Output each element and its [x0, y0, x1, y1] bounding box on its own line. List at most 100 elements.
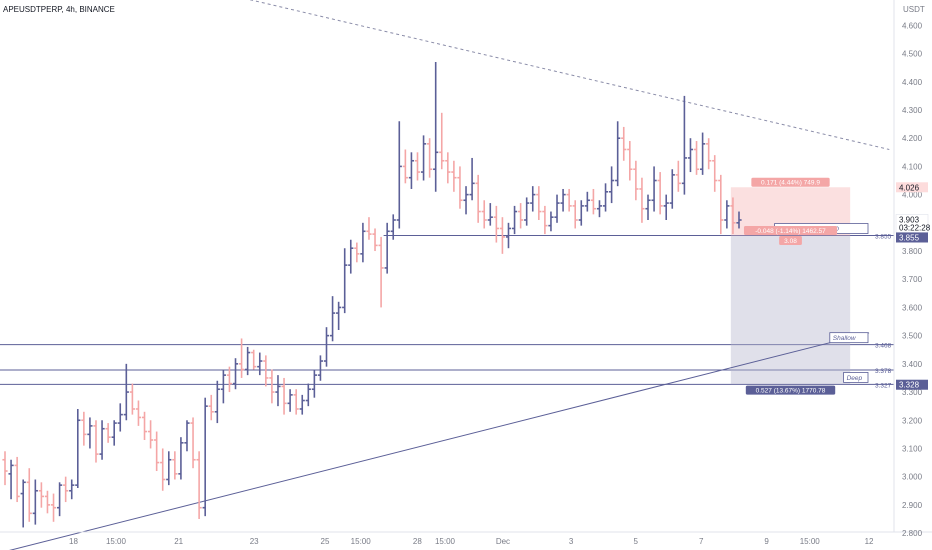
ohlc-bar: [293, 389, 299, 415]
price-tag-value: 4.026: [899, 183, 920, 192]
position-ratio-label-text: 3.08: [784, 238, 797, 245]
ohlc-bar: [536, 186, 542, 220]
ohlc-bar: [602, 183, 609, 212]
ohlc-bar: [14, 456, 20, 503]
ascending-trendline[interactable]: [0, 332, 870, 550]
time-tick-label: 15:00: [106, 537, 127, 546]
ohlc-bar: [627, 141, 633, 181]
shallow-level-label-text: Shallow: [833, 335, 857, 342]
ohlc-bar: [481, 200, 487, 229]
ohlc-bar: [154, 431, 160, 472]
deep-level-lower-label-text: Deep: [847, 375, 863, 382]
ohlc-bar: [572, 200, 578, 229]
price-tick-label: 3.100: [902, 444, 923, 453]
time-tick-label: 28: [413, 537, 422, 546]
deep-level-lower-label[interactable]: Deep: [843, 372, 869, 383]
ohlc-bar: [99, 420, 105, 460]
time-tick-label: 7: [699, 537, 704, 546]
ohlc-bar: [141, 411, 148, 440]
ohlc-bar: [651, 166, 657, 212]
ohlc-bar: [584, 191, 590, 212]
ohlc-bar: [135, 400, 142, 426]
ohlc-bar: [238, 338, 245, 378]
ohlc-bar: [657, 172, 663, 215]
price-tick-label: 3.300: [902, 388, 923, 397]
time-tick-label: 5: [634, 537, 639, 546]
time-tick-label: 25: [321, 537, 330, 546]
descending-trendline[interactable]: [215, 0, 890, 150]
ohlc-bar: [499, 217, 506, 254]
price-axis[interactable]: 4.6004.5004.4004.3004.2004.1004.0003.900…: [902, 21, 923, 538]
price-tick-label: 4.500: [902, 50, 923, 59]
ohlc-bar: [511, 205, 518, 235]
ohlc-bar: [390, 214, 396, 240]
ohlc-bar: [718, 174, 724, 235]
ohlc-bar: [518, 203, 524, 229]
short-position-tool[interactable]: [730, 187, 851, 385]
reward-zone[interactable]: [730, 235, 851, 385]
ohlc-bar: [245, 346, 251, 376]
ohlc-bar: [226, 366, 233, 393]
currency-label: USDT: [903, 5, 925, 14]
trendlines[interactable]: [0, 0, 890, 550]
ohlc-bar: [166, 451, 172, 486]
ohlc-bar: [232, 358, 239, 390]
ohlc-bar: [445, 152, 451, 184]
ohlc-bar: [372, 228, 378, 252]
ohlc-bars: [2, 62, 742, 528]
ohlc-bar: [566, 188, 572, 212]
time-tick-label: 3: [569, 537, 574, 546]
risk-label-text: 0.171 (4.44%) 749.9: [761, 180, 820, 187]
ohlc-bar: [305, 383, 311, 407]
ohlc-bar: [329, 296, 336, 342]
ohlc-bar: [69, 479, 75, 500]
chart-title: APEUSDTPERP, 4h, BINANCE: [3, 5, 115, 14]
ohlc-bar: [117, 403, 123, 432]
ohlc-bar: [414, 152, 421, 181]
ohlc-bar: [2, 451, 8, 486]
ohlc-bar: [675, 160, 681, 192]
ohlc-bar: [32, 479, 38, 525]
ohlc-bar: [663, 194, 669, 220]
time-tick-label: 23: [250, 537, 259, 546]
time-axis[interactable]: 18 15:00 21 23 25 15:00 28 15:00 Dec 3 5 7 9 15:00 12: [69, 537, 874, 546]
price-tick-label: 3.600: [902, 303, 923, 312]
ohlc-bar: [645, 194, 651, 220]
ohlc-bar: [354, 242, 360, 263]
ohlc-bar: [408, 152, 415, 189]
ohlc-bar: [730, 197, 736, 235]
break-level-price: 3.855: [875, 234, 892, 241]
ohlc-bar: [220, 369, 226, 404]
ohlc-bar: [26, 468, 32, 522]
shallow-level-label[interactable]: Shallow: [829, 332, 869, 344]
ohlc-bar: [342, 248, 348, 314]
ohlc-bar: [505, 222, 512, 249]
ohlc-bar: [38, 482, 44, 508]
time-tick-label: 15:00: [800, 537, 821, 546]
ohlc-bar: [172, 451, 178, 480]
position-center-label-text: -0.048 (-1.14%) 1462.57: [755, 228, 826, 235]
ohlc-bar: [706, 138, 712, 170]
ohlc-bar: [669, 169, 675, 209]
ohlc-bar: [196, 451, 202, 519]
ohlc-bar: [184, 420, 190, 452]
price-tick-label: 3.000: [902, 473, 923, 482]
price-tick-label: 4.300: [902, 106, 923, 115]
ohlc-bar: [269, 369, 275, 404]
ohlc-bar: [263, 355, 269, 387]
ohlc-bar: [323, 327, 330, 367]
ohlc-bar: [548, 211, 554, 232]
ohlc-bar: [457, 166, 463, 209]
ohlc-bar: [420, 135, 427, 181]
price-tick-label: 3.200: [902, 416, 923, 425]
drawing-labels: Break - Retest YOLOShallowDeep3.8553.468…: [743, 177, 892, 395]
price-tick-label: 4.000: [902, 191, 923, 200]
ohlc-bar: [311, 369, 317, 398]
ohlc-bar: [560, 188, 566, 212]
ohlc-bar: [687, 138, 694, 173]
price-tick-label: 3.700: [902, 275, 923, 284]
ohlc-bar: [700, 132, 706, 175]
ohlc-bar: [590, 188, 597, 215]
